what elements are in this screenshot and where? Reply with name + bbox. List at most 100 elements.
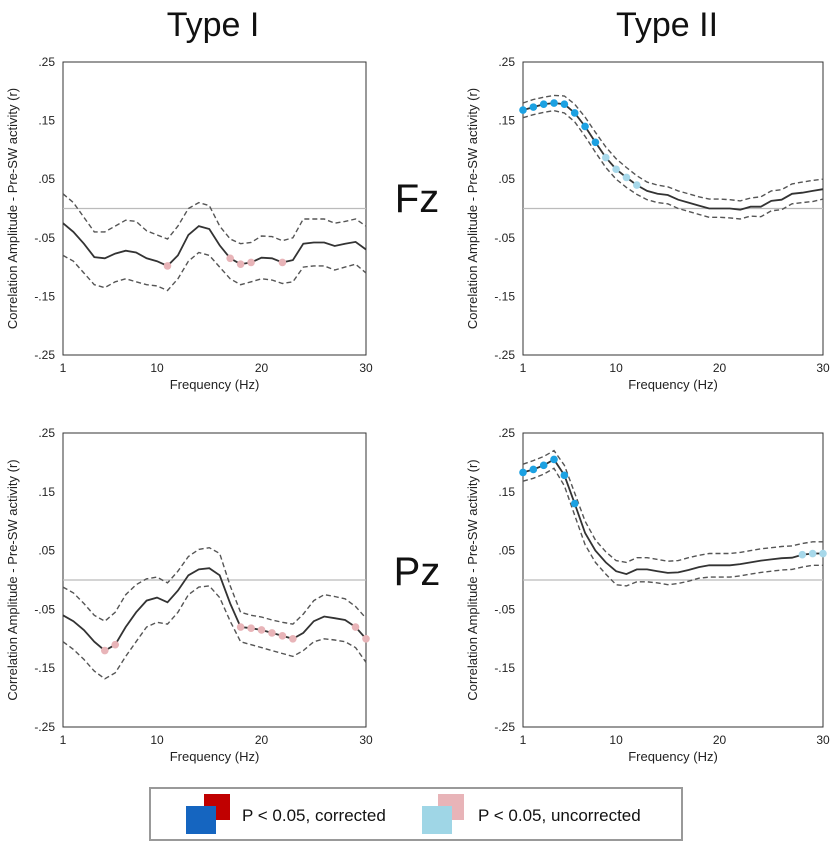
sig-point-uncorrected [111,640,120,649]
x-tick-label: 1 [520,361,527,375]
x-tick-label: 20 [255,733,269,747]
x-tick-label: 10 [150,361,164,375]
x-tick-label: 10 [609,733,623,747]
x-axis-label: Frequency (Hz) [628,749,718,764]
x-axis-label: Frequency (Hz) [170,377,260,392]
ci-upper-line [62,546,367,625]
sig-point-uncorrected [601,153,610,162]
y-tick-label: .15 [38,485,55,499]
sig-point-uncorrected [268,629,276,637]
mean-line [522,458,823,576]
sig-point-uncorrected [632,181,641,189]
x-tick-label: 20 [255,361,269,375]
chart-panel-type2-pz: .25 .15 .05 -.05 -.15 -.25 1 10 20 30 Frequency (H… [465,426,830,764]
y-tick-label: -.25 [494,720,515,734]
sig-point-corrected [560,100,569,108]
legend-label-uncorrected: P < 0.05, uncorrected [478,806,641,825]
legend: P < 0.05, corrected P < 0.05, uncorrecte… [149,787,683,841]
legend-swatch-type2-corrected [186,806,216,834]
y-tick-label: -.25 [34,720,55,734]
x-tick-label: 1 [60,733,67,747]
ci-lower-line [62,251,367,292]
sig-point-corrected [581,122,589,131]
x-tick-label: 1 [520,733,527,747]
y-axis-label: Correlation Amplitude - Pre-SW activity … [465,459,480,700]
legend-box [149,787,683,841]
sig-point-corrected [591,138,600,147]
y-tick-label: -.05 [494,231,515,245]
sig-point-uncorrected [278,258,287,267]
y-tick-label: -.15 [494,661,515,675]
y-tick-label: -.15 [34,661,55,675]
x-axis-label: Frequency (Hz) [170,749,260,764]
y-tick-label: -.25 [34,348,55,362]
x-tick-label: 20 [713,733,727,747]
y-axis-label: Correlation Amplitude - Pre-SW activity … [465,88,480,329]
y-tick-label: -.15 [34,289,55,303]
x-tick-label: 30 [359,733,373,747]
mean-line [522,102,824,211]
legend-swatch-type2-uncorrected [422,806,452,834]
x-axis-label: Frequency (Hz) [628,377,718,392]
sig-point-corrected [539,100,548,108]
x-tick-label: 10 [150,733,164,747]
sig-point-uncorrected [622,173,631,182]
sig-point-uncorrected [351,623,360,631]
x-tick-label: 20 [713,361,727,375]
sig-point-corrected [550,455,558,464]
mean-line [62,222,367,267]
sig-point-uncorrected [278,632,287,640]
sig-point-corrected [570,109,579,117]
column-title-type-2: Type II [616,6,718,44]
y-tick-label: -.05 [494,602,515,616]
y-tick-label: .05 [38,544,55,558]
ci-upper-line [62,193,367,245]
y-axis-label: Correlation Amplitude - Pre-SW activity … [5,88,20,329]
chart-panel-type2-fz: .25 .15 .05 -.05 -.15 -.25 1 10 20 30 Frequency (H… [465,55,830,392]
sig-point-uncorrected [289,635,297,643]
ci-upper-line [522,94,824,202]
column-title-type-1: Type I [167,6,260,44]
ci-lower-line [62,585,367,680]
chart-panel-type1-pz: .25 .15 .05 -.05 -.15 -.25 1 10 20 30 Frequency (H… [5,426,373,764]
sig-point-uncorrected [247,624,255,633]
x-tick-label: 10 [609,361,623,375]
y-tick-label: .25 [498,55,515,69]
sig-point-corrected [519,106,527,114]
sig-point-uncorrected [163,262,172,270]
ci-upper-line [522,449,823,564]
y-tick-label: .15 [498,114,515,128]
sig-point-corrected [539,461,548,470]
sig-point-uncorrected [362,635,370,643]
y-tick-label: .25 [38,55,55,69]
sig-point-uncorrected [236,260,245,268]
sig-point-uncorrected [808,549,817,558]
sig-point-uncorrected [236,623,245,631]
y-axis-label: Correlation Amplitude - Pre-SW activity … [5,459,20,700]
sig-point-uncorrected [798,550,807,559]
sig-point-uncorrected [226,254,234,263]
x-tick-label: 30 [816,733,830,747]
x-tick-label: 1 [60,361,67,375]
legend-label-corrected: P < 0.05, corrected [242,806,386,825]
sig-point-corrected [529,465,538,474]
y-tick-label: -.25 [494,348,515,362]
sig-point-corrected [550,99,558,107]
y-tick-label: -.05 [34,231,55,245]
y-tick-label: .25 [498,426,515,440]
sig-point-corrected [529,103,538,111]
row-label-pz: Pz [394,550,441,594]
y-tick-label: .15 [498,485,515,499]
y-tick-label: -.15 [494,289,515,303]
y-tick-label: .05 [498,544,515,558]
chart-panel-type1-fz: .25 .15 .05 -.05 -.15 -.25 1 10 20 30 Frequency (H… [5,55,373,392]
sig-point-corrected [570,499,579,508]
ci-lower-line [522,109,824,220]
y-tick-label: -.05 [34,602,55,616]
sig-point-uncorrected [612,165,620,174]
y-tick-label: .05 [498,172,515,186]
sig-point-uncorrected [257,626,266,634]
sig-point-uncorrected [247,258,255,267]
y-tick-label: .25 [38,426,55,440]
sig-point-uncorrected [819,549,827,558]
